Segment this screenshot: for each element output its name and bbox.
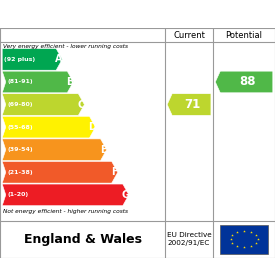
- Text: G: G: [122, 190, 130, 200]
- Text: B: B: [66, 77, 74, 87]
- Text: (81-91): (81-91): [7, 79, 33, 84]
- Text: (39-54): (39-54): [7, 147, 33, 152]
- Text: F: F: [111, 167, 118, 177]
- Text: E: E: [100, 145, 107, 155]
- Text: Not energy efficient - higher running costs: Not energy efficient - higher running co…: [3, 209, 128, 214]
- Polygon shape: [2, 184, 129, 206]
- Text: (21-38): (21-38): [7, 170, 33, 175]
- Polygon shape: [215, 71, 273, 93]
- Text: 71: 71: [184, 98, 200, 111]
- Polygon shape: [2, 116, 95, 138]
- Text: Very energy efficient - lower running costs: Very energy efficient - lower running co…: [3, 44, 128, 49]
- Text: (92 plus): (92 plus): [4, 57, 35, 62]
- Text: Energy Efficiency Rating: Energy Efficiency Rating: [36, 7, 239, 22]
- Text: A: A: [55, 54, 63, 64]
- Text: (55-68): (55-68): [7, 125, 33, 130]
- Polygon shape: [2, 162, 118, 183]
- Text: D: D: [88, 122, 96, 132]
- Bar: [220, 225, 268, 254]
- Text: 88: 88: [239, 75, 255, 88]
- Text: EU Directive
2002/91/EC: EU Directive 2002/91/EC: [167, 232, 211, 246]
- Polygon shape: [2, 49, 62, 70]
- Text: Potential: Potential: [226, 31, 263, 39]
- Text: England & Wales: England & Wales: [23, 233, 142, 246]
- Text: (1-20): (1-20): [7, 192, 28, 197]
- Polygon shape: [2, 139, 107, 160]
- Text: (69-80): (69-80): [7, 102, 33, 107]
- Polygon shape: [2, 71, 73, 93]
- Polygon shape: [2, 94, 84, 115]
- Text: Current: Current: [173, 31, 205, 39]
- Polygon shape: [167, 94, 211, 115]
- Text: C: C: [78, 100, 85, 110]
